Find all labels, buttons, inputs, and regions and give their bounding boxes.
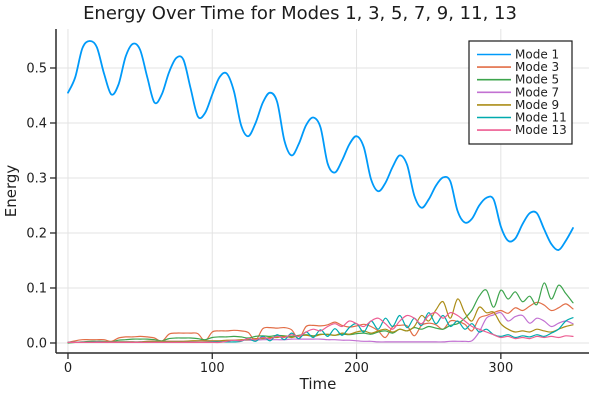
x-axis-label: Time bbox=[299, 375, 337, 393]
y-tick-label: 0.2 bbox=[26, 226, 47, 241]
series-line-mode-3 bbox=[67, 301, 574, 343]
series-line-mode-9 bbox=[67, 298, 574, 344]
chart-title: Energy Over Time for Modes 1, 3, 5, 7, 9… bbox=[83, 3, 517, 24]
y-tick-label: 0.1 bbox=[26, 281, 47, 296]
legend-label-mode-3: Mode 3 bbox=[515, 60, 559, 74]
legend-label-mode-11: Mode 11 bbox=[515, 111, 567, 125]
y-tick-label: 0.0 bbox=[26, 336, 47, 351]
legend-label-mode-7: Mode 7 bbox=[515, 85, 559, 99]
legend-label-mode-9: Mode 9 bbox=[515, 98, 559, 112]
y-tick-label: 0.4 bbox=[26, 116, 47, 131]
axis-layer: 0.0 0.1 0.2 0.3 0.4 0.5 0 100 200 300 bbox=[26, 29, 589, 376]
x-tick-label: 100 bbox=[200, 361, 225, 376]
x-tick-label: 0 bbox=[64, 361, 72, 376]
legend-label-mode-5: Mode 5 bbox=[515, 73, 559, 87]
y-axis-label: Energy bbox=[2, 165, 20, 218]
series-layer bbox=[67, 40, 574, 344]
legend-label-mode-13: Mode 13 bbox=[515, 123, 567, 137]
x-tick-label: 200 bbox=[344, 361, 369, 376]
legend-label-mode-1: Mode 1 bbox=[515, 48, 559, 62]
series-line-mode-1 bbox=[67, 40, 574, 251]
y-tick-label: 0.3 bbox=[26, 171, 47, 186]
y-tick-label: 0.5 bbox=[26, 61, 47, 76]
series-line-mode-13 bbox=[67, 312, 574, 344]
x-tick-label: 300 bbox=[488, 361, 513, 376]
